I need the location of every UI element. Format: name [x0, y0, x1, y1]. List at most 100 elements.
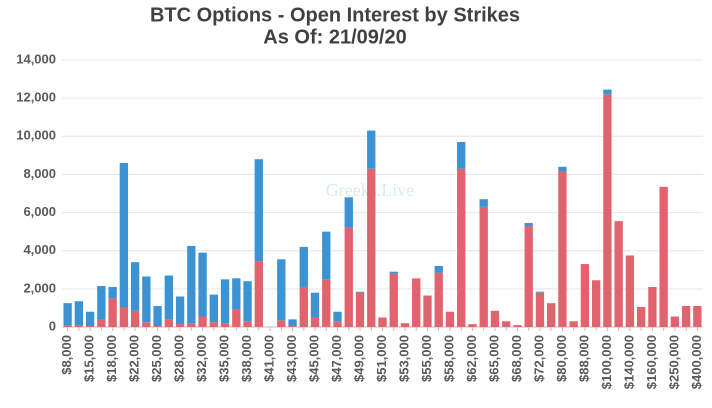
y-tick-label: 8,000 — [23, 166, 56, 181]
chart-subtitle: As Of: 21/09/20 — [263, 26, 406, 48]
bar-segment — [457, 168, 466, 327]
x-tick-label: $45,000 — [306, 335, 321, 382]
bar-segment — [322, 279, 331, 327]
bar-segment — [85, 326, 95, 327]
bar-segment — [243, 321, 252, 327]
bar-segment — [367, 168, 376, 327]
bar-segment — [85, 311, 95, 327]
bar-segment — [119, 162, 129, 308]
bar-segment — [490, 310, 500, 327]
bar-segment — [535, 291, 545, 293]
bar-segment — [119, 307, 129, 327]
bar-segment — [164, 319, 173, 327]
x-tick-label: $38,000 — [239, 335, 254, 382]
bar-segment — [625, 255, 635, 327]
bar-segment — [288, 326, 297, 327]
bar-segment — [367, 130, 376, 169]
y-tick-label: 6,000 — [23, 204, 56, 219]
bar-segment — [614, 221, 623, 327]
bar-segment — [63, 325, 72, 327]
bar-segment — [333, 321, 342, 327]
bar-segment — [198, 316, 207, 327]
bar-segment — [412, 278, 421, 327]
y-tick-label: 4,000 — [23, 242, 56, 257]
bar-segment — [457, 142, 466, 169]
bar-segment — [502, 321, 511, 327]
x-tick-label: $22,000 — [127, 335, 142, 382]
bar-segment — [389, 273, 398, 327]
x-tick-label: $62,000 — [464, 335, 479, 382]
bar-segment — [142, 322, 151, 327]
bar-segment — [681, 306, 691, 327]
x-tick-label: $35,000 — [216, 335, 231, 382]
bar-segment — [445, 311, 455, 327]
bar-segment — [344, 197, 353, 228]
bar-segment — [513, 325, 522, 327]
x-tick-label: $400,000 — [689, 335, 704, 389]
bar-segment — [198, 252, 207, 317]
bar-segment — [74, 301, 84, 326]
bar-segment — [254, 159, 263, 262]
bar-segment — [243, 281, 252, 322]
y-tick-label: 10,000 — [16, 128, 56, 143]
bar-segment — [524, 225, 533, 327]
bar-segment — [479, 206, 488, 327]
x-tick-label: $100,000 — [599, 335, 614, 389]
x-tick-label: $18,000 — [104, 335, 119, 382]
x-tick-label: $65,000 — [486, 335, 501, 382]
bar-segment — [108, 286, 117, 299]
x-tick-label: $58,000 — [441, 335, 456, 382]
bar-segment — [299, 286, 308, 327]
bar-segment — [603, 89, 612, 95]
bar-segment — [569, 321, 578, 327]
bar-segment — [468, 324, 477, 327]
bar-segment — [187, 323, 196, 327]
bar-segment — [63, 303, 72, 326]
x-tick-label: $250,000 — [666, 335, 681, 389]
bar-segment — [209, 294, 218, 323]
bar-segment — [333, 311, 342, 322]
x-tick-label: $41,000 — [261, 335, 276, 382]
bar-segment — [310, 317, 320, 327]
x-tick-label: $160,000 — [644, 335, 659, 389]
bar-segment — [434, 265, 443, 273]
x-tick-label: $32,000 — [194, 335, 209, 382]
bar-segment — [378, 317, 387, 327]
x-tick-label: $53,000 — [396, 335, 411, 382]
bar-segment — [232, 278, 241, 310]
x-tick-label: $68,000 — [509, 335, 524, 382]
bar-segment — [558, 171, 567, 327]
bar-segment — [187, 245, 196, 324]
x-tick-label: $80,000 — [554, 335, 569, 382]
bar-segment — [108, 298, 117, 327]
bar-segment — [277, 259, 286, 321]
bar-segment — [434, 272, 443, 327]
x-tick-label: $49,000 — [351, 335, 366, 382]
bar-segment — [153, 306, 162, 327]
y-tick-label: 12,000 — [16, 90, 56, 105]
bar-segment — [130, 310, 140, 327]
bar-segment — [592, 280, 601, 327]
x-tick-label: $28,000 — [172, 335, 187, 382]
bar-segment — [603, 94, 612, 327]
x-tick-label: $25,000 — [149, 335, 164, 382]
x-tick-label: $51,000 — [374, 335, 389, 382]
bar-segment — [254, 261, 263, 327]
bar-segment — [277, 320, 286, 327]
chart-title: BTC Options - Open Interest by Strikes — [150, 4, 520, 26]
bar-segment — [299, 246, 308, 287]
x-tick-label: $88,000 — [576, 335, 591, 382]
bar-segment — [693, 306, 702, 327]
bar-segment — [74, 325, 84, 327]
x-tick-label: $47,000 — [329, 335, 344, 382]
bar-segment — [164, 275, 173, 320]
bar-segment — [423, 295, 432, 327]
x-tick-label: $55,000 — [419, 335, 434, 382]
bar-segment — [220, 279, 230, 324]
bar-segment — [175, 296, 185, 325]
bar-segment — [209, 322, 218, 327]
bar-segment — [97, 285, 106, 320]
bar-segment — [142, 276, 151, 323]
bar-segment — [636, 306, 646, 327]
